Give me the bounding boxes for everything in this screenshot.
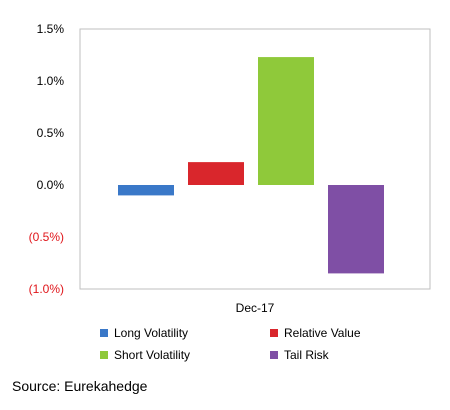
legend-label: Long Volatility <box>114 326 189 340</box>
legend-item-long-volatility: Long Volatility <box>100 326 270 340</box>
y-tick-label: (1.0%) <box>29 282 64 296</box>
legend-item-short-volatility: Short Volatility <box>100 348 270 362</box>
legend-label: Tail Risk <box>284 348 329 362</box>
source-note: Source: Eurekahedge <box>12 378 148 394</box>
bar-long-volatility <box>118 185 174 196</box>
legend-swatch <box>270 351 278 359</box>
bar-relative-value <box>188 162 244 185</box>
y-tick-label: 0.0% <box>37 178 65 192</box>
legend-swatch <box>100 329 108 337</box>
legend-swatch <box>100 351 108 359</box>
y-tick-label: 0.5% <box>37 126 65 140</box>
bar-tail-risk <box>328 185 384 274</box>
bar-short-volatility <box>258 57 314 185</box>
plot-area-frame <box>79 28 431 290</box>
legend-label: Relative Value <box>284 326 361 340</box>
category-label: Dec-17 <box>236 301 275 315</box>
y-tick-label: 1.5% <box>37 22 65 36</box>
legend-swatch <box>270 329 278 337</box>
legend-item-tail-risk: Tail Risk <box>270 348 430 362</box>
legend: Long Volatility Relative Value Short Vol… <box>100 326 430 362</box>
y-tick-label: 1.0% <box>37 74 65 88</box>
legend-item-relative-value: Relative Value <box>270 326 430 340</box>
y-tick-label: (0.5%) <box>29 230 64 244</box>
legend-label: Short Volatility <box>114 348 191 362</box>
